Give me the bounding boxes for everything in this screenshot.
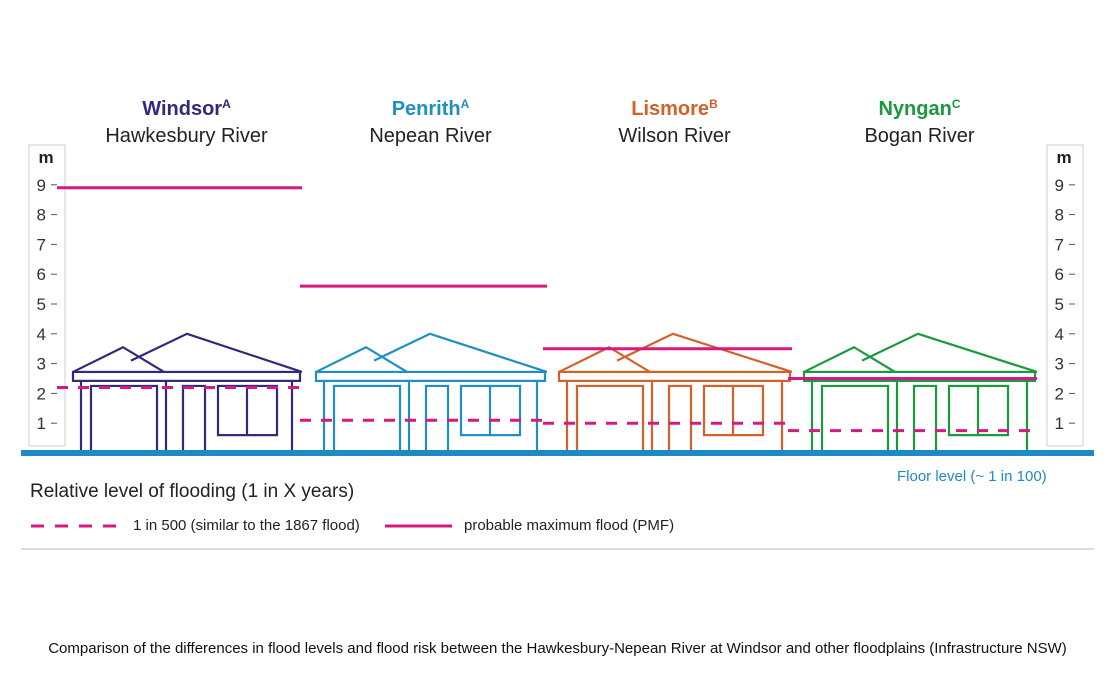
y-tick-label-left: 1: [37, 414, 46, 433]
axis-frame-left: [28, 144, 66, 447]
axis-frame-right: [1046, 144, 1084, 447]
location-town-lismore: LismoreB: [631, 97, 718, 120]
y-tick-label-left: 9: [37, 176, 46, 195]
legend-dashed-label: 1 in 500 (similar to the 1867 flood): [133, 517, 360, 534]
location-town-nyngan: NynganC: [878, 97, 960, 120]
y-tick-label-left: 3: [37, 355, 46, 374]
house-roof-gable: [803, 345, 896, 373]
house-roof-main: [616, 332, 793, 373]
y-tick-label-left: 8: [37, 206, 46, 225]
house-fascia: [314, 370, 547, 382]
house-roof-main: [373, 332, 548, 373]
location-river-lismore: Wilson River: [618, 125, 731, 147]
house-garage-door: [89, 384, 159, 453]
legend-solid-label: probable maximum flood (PMF): [464, 517, 675, 534]
house-garage-door: [820, 384, 890, 453]
axis-unit-right: m: [1056, 148, 1071, 167]
y-tick-label-left: 6: [37, 265, 46, 284]
y-tick-label-right: 4: [1055, 325, 1064, 344]
house-roof-main: [130, 332, 303, 373]
y-tick-label-left: 4: [37, 325, 46, 344]
y-tick-label-right: 8: [1055, 206, 1064, 225]
axis-unit-left: m: [38, 148, 53, 167]
location-town-windsor: WindsorA: [142, 97, 231, 120]
y-tick-label-left: 5: [37, 295, 46, 314]
y-tick-label-left: 7: [37, 235, 46, 254]
y-tick-label-left: 2: [37, 384, 46, 403]
y-tick-label-right: 9: [1055, 176, 1064, 195]
house-roof-main: [861, 332, 1038, 373]
location-river-penrith: Nepean River: [369, 125, 492, 147]
location-town-penrith: PenrithA: [392, 97, 470, 120]
house-fascia: [802, 370, 1037, 382]
y-tick-label-right: 5: [1055, 295, 1064, 314]
house-fascia: [557, 370, 792, 382]
y-tick-label-right: 6: [1055, 265, 1064, 284]
house-fascia: [71, 370, 302, 382]
house-garage-door: [575, 384, 645, 453]
location-river-windsor: Hawkesbury River: [105, 125, 268, 147]
house-garage-door: [332, 384, 402, 453]
y-tick-label-right: 3: [1055, 355, 1064, 374]
y-tick-label-right: 2: [1055, 384, 1064, 403]
house-front-door: [667, 384, 693, 453]
floor-level-note: Floor level (~ 1 in 100): [897, 468, 1047, 485]
house-front-door: [181, 384, 207, 453]
y-tick-label-right: 1: [1055, 414, 1064, 433]
location-river-nyngan: Bogan River: [864, 125, 974, 147]
house-roof-gable: [72, 345, 165, 373]
legend-title: Relative level of flooding (1 in X years…: [30, 481, 355, 502]
figure-caption: Comparison of the differences in flood l…: [48, 640, 1067, 657]
y-tick-label-right: 7: [1055, 235, 1064, 254]
house-front-door: [912, 384, 938, 453]
house-roof-gable: [315, 345, 408, 373]
